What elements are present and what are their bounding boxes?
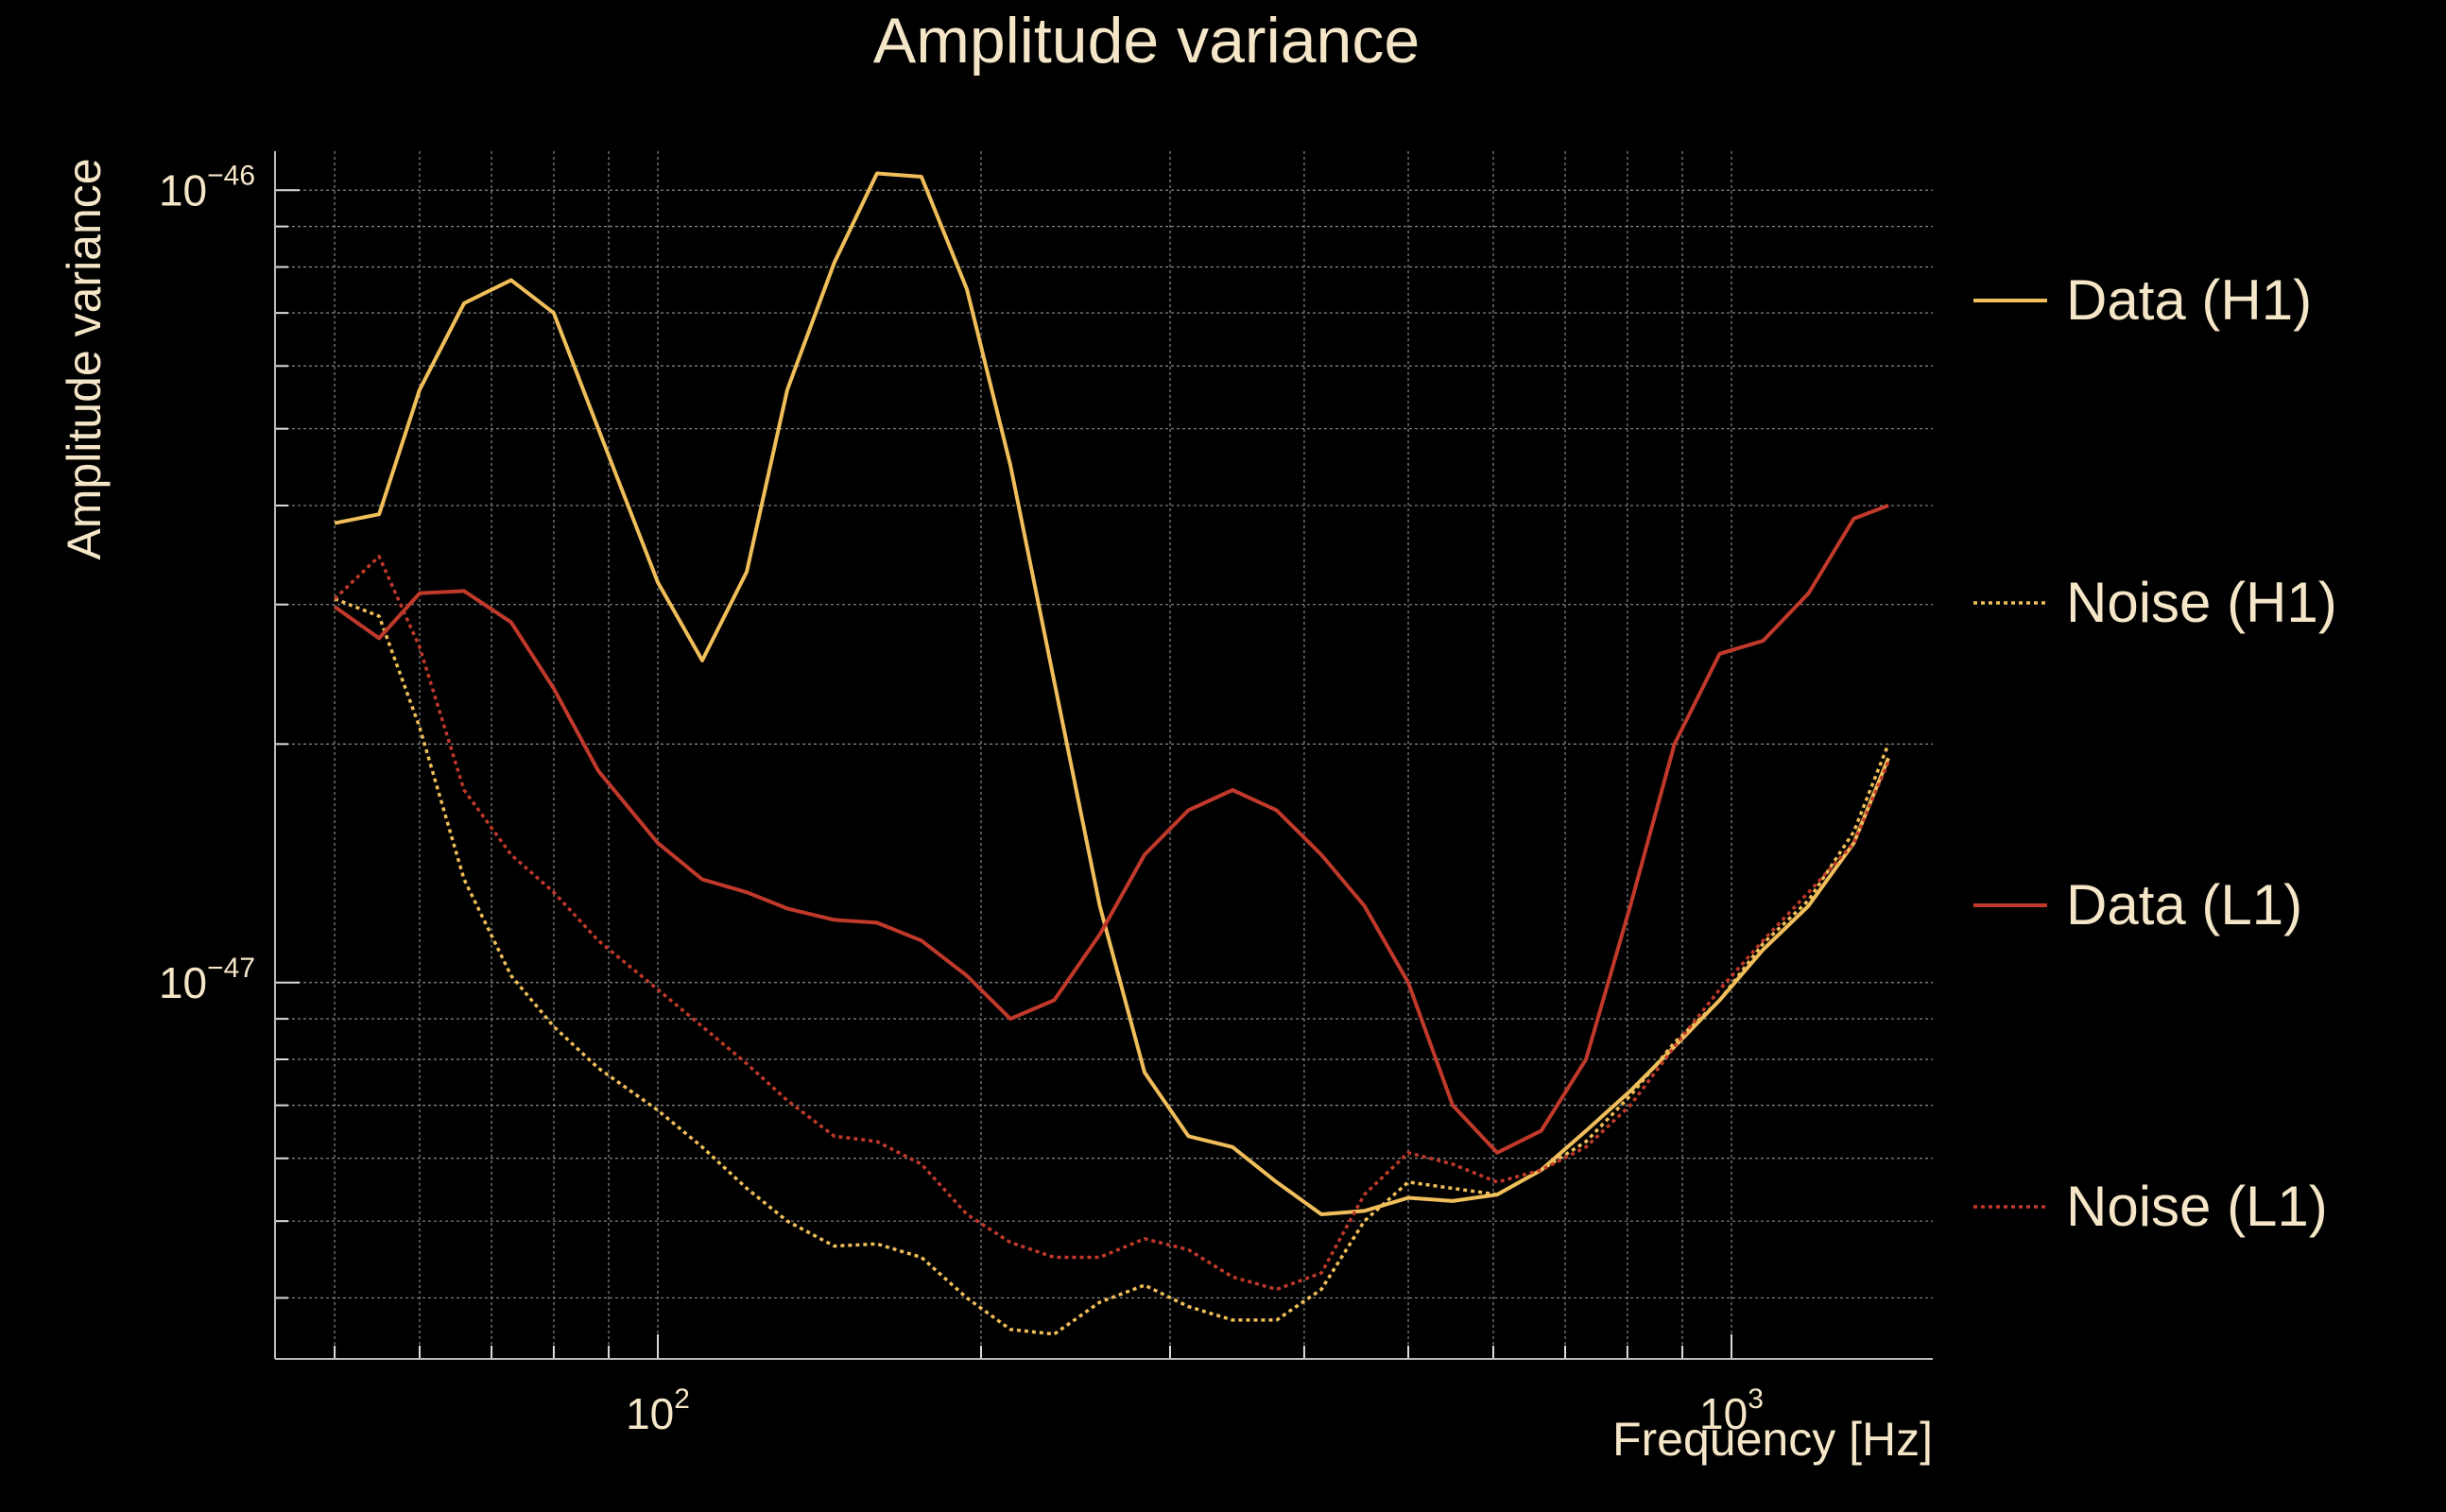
- legend-label-data-h1: Data (H1): [2066, 268, 2312, 332]
- x-tick-label: 103: [1699, 1383, 1764, 1438]
- legend-label-data-l1: Data (L1): [2066, 873, 2302, 936]
- chart-title: Amplitude variance: [873, 5, 1420, 77]
- legend: Data (H1) Noise (H1) Data (L1) Noise (L1): [1973, 268, 2337, 1238]
- series-lines: [333, 171, 1890, 1336]
- y-tick-label: 10−47: [159, 953, 255, 1007]
- x-tick-label: 102: [626, 1383, 690, 1438]
- y-tick-label: 10−46: [159, 160, 255, 215]
- axes: [274, 151, 1933, 1360]
- legend-label-noise-h1: Noise (H1): [2066, 571, 2337, 634]
- series-line-noise-h1: [334, 597, 1890, 1336]
- y-axis-label: Amplitude variance: [58, 158, 111, 559]
- tick-labels: 102 103 10−46 10−47: [159, 160, 1764, 1438]
- x-axis-label: Frequency [Hz]: [1612, 1413, 1933, 1466]
- series-line-noise-l1: [333, 555, 1890, 1292]
- grid: [275, 151, 1933, 1359]
- series-line-data-h1: [334, 171, 1890, 1216]
- legend-label-noise-l1: Noise (L1): [2066, 1175, 2328, 1238]
- series-line-data-l1: [333, 504, 1889, 1155]
